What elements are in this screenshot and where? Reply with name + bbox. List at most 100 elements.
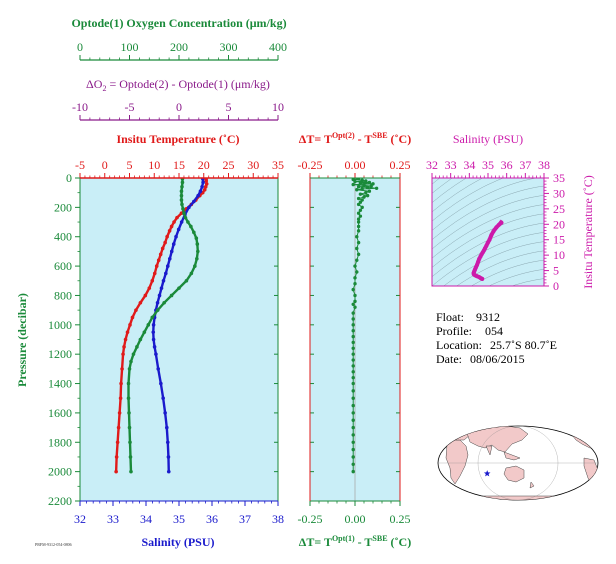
delta-o2-rest: = Optode(2) - Optode(1) (μm/kg) (106, 77, 270, 91)
delta-o2-axis-tick-label: 10 (272, 100, 284, 114)
oxygen-axis-tick-label: 0 (77, 40, 83, 54)
delta-t-bottom-axis-tick-label: -0.25 (298, 512, 323, 526)
delta-t-point (362, 195, 366, 199)
delta-t-point (356, 185, 361, 189)
delta-t-top-sup2: SBE (372, 131, 387, 140)
temperature-profile-point (175, 215, 179, 220)
oxygen-profile-point (180, 185, 184, 189)
salinity-profile-point (156, 367, 161, 371)
salinity-axis-tick-label: 32 (74, 512, 86, 526)
oxygen-profile-point (193, 264, 197, 268)
salinity-profile-point (174, 234, 178, 239)
pressure-axis-ticks: 0 200 400 600 800 1000 1200 1400 1600 1800 2000 220… (48, 171, 278, 508)
salinity-profile-point (159, 381, 163, 386)
temperature-axis-tick-label: 20 (198, 158, 210, 172)
delta-t-point (355, 258, 359, 262)
delta-t-point (353, 276, 357, 280)
world-map (437, 425, 599, 501)
salinity-profile-point (151, 330, 156, 334)
ts-salinity-axis-tick-label: 35 (482, 158, 494, 172)
delta-t-point (351, 469, 355, 474)
temperature-profile-point (150, 278, 155, 283)
temperature-profile-point (204, 182, 209, 186)
delta-t-point (351, 358, 355, 362)
delta-t-top-axis-tick-label: 0.00 (345, 158, 366, 172)
ts-temperature-tick-label: 0 (553, 279, 559, 293)
profile-value: 054 (485, 324, 503, 338)
pressure-axis-tick-label: 400 (54, 230, 72, 244)
date-value: 08/06/2015 (470, 352, 525, 366)
delta-t-point (369, 184, 373, 188)
map-land-asia (465, 426, 529, 453)
delta-t-top-mid: - T (355, 132, 373, 146)
temperature-profile-point (172, 220, 176, 224)
temperature-axis-tick-label: 0 (102, 158, 108, 172)
ts-isopycnal (432, 232, 544, 286)
temperature-profile-point (123, 337, 128, 342)
delta-t-point (351, 425, 355, 430)
profile-panel: Insitu Temperature (˚C) -5 0 5 10 15 20 25 30 35… (15, 132, 284, 549)
delta-o2-axis: ΔO2 = Optode(2) - Optode(1) (μm/kg) -10-… (72, 77, 284, 121)
salinity-profile-point (200, 185, 204, 189)
delta-t-side-ticks (310, 177, 400, 502)
ts-points (471, 219, 504, 281)
delta-t-point (351, 440, 355, 444)
oxygen-axis-title: Optode(1) Oxygen Concentration (μm/kg) (71, 16, 286, 30)
ts-salinity-axis-tick-label: 37 (519, 158, 531, 172)
salinity-profile-point (165, 264, 170, 268)
salinity-profile-point (161, 278, 166, 283)
ts-diagram-frame (431, 177, 545, 287)
delta-t-point (351, 411, 355, 415)
delta-t-point (358, 181, 363, 185)
ts-point (477, 256, 482, 261)
temperature-profile-point (204, 179, 209, 183)
delta-t-point (351, 328, 355, 333)
delta-t-point (351, 340, 355, 345)
delta-t-point (355, 235, 359, 239)
delta-t-point (353, 282, 357, 286)
ts-point (491, 229, 496, 234)
salinity-profile-point (166, 469, 171, 474)
ts-point (480, 276, 485, 281)
delta-t-point (355, 246, 359, 251)
temperature-profile-point (169, 224, 174, 229)
temperature-profile-point (156, 258, 161, 263)
delta-t-bottom-ticks: -0.25 0.00 0.25 (298, 501, 411, 526)
temperature-profile-point (117, 411, 122, 415)
salinity-profile-point (164, 271, 168, 276)
ts-isopycnal (432, 178, 467, 203)
salinity-profile-point (161, 396, 165, 401)
delta-t-point (351, 455, 355, 459)
temperature-profile-point (147, 286, 152, 290)
ts-temperature-tick-label: 5 (553, 264, 559, 278)
delta-t-point (351, 302, 355, 306)
ts-isopycnal (432, 103, 544, 157)
delta-t-point (351, 389, 355, 393)
temperature-profile-point (160, 246, 165, 251)
delta-o2-axis-ticks: -10 -5 0 5 10 (72, 100, 284, 121)
ts-point (496, 222, 501, 227)
ts-isopycnal (432, 178, 538, 231)
oxygen-profile-point (142, 330, 147, 334)
ts-salinity-axis-tick-label: 33 (445, 158, 457, 172)
figure-code: PRFM-9312-054-0806 (35, 542, 72, 547)
temperature-axis-tick-label: 30 (247, 158, 259, 172)
temperature-profile-point (179, 211, 184, 216)
salinity-profile-point (163, 411, 167, 415)
location-label: Location: (436, 338, 482, 352)
ts-isopycnal (432, 185, 544, 240)
pressure-axis-tick-label: 600 (54, 259, 72, 273)
float-value: 9312 (476, 310, 500, 324)
temperature-axis-title: Insitu Temperature (˚C) (116, 132, 239, 146)
delta-t-point (351, 182, 355, 187)
float-label: Float: (436, 310, 464, 324)
pressure-axis-title: Pressure (decibar) (15, 293, 29, 387)
delta-t-point (351, 346, 355, 351)
ts-temperature-tick-label: 35 (553, 171, 565, 185)
delta-t-bottom-axis-tick-label: 0.25 (390, 512, 411, 526)
location-value: 25.7˚S 80.7˚E (490, 338, 557, 352)
delta-t-bottom-axis-tick-label: 0.00 (345, 512, 366, 526)
oxygen-profile-point (127, 367, 132, 371)
